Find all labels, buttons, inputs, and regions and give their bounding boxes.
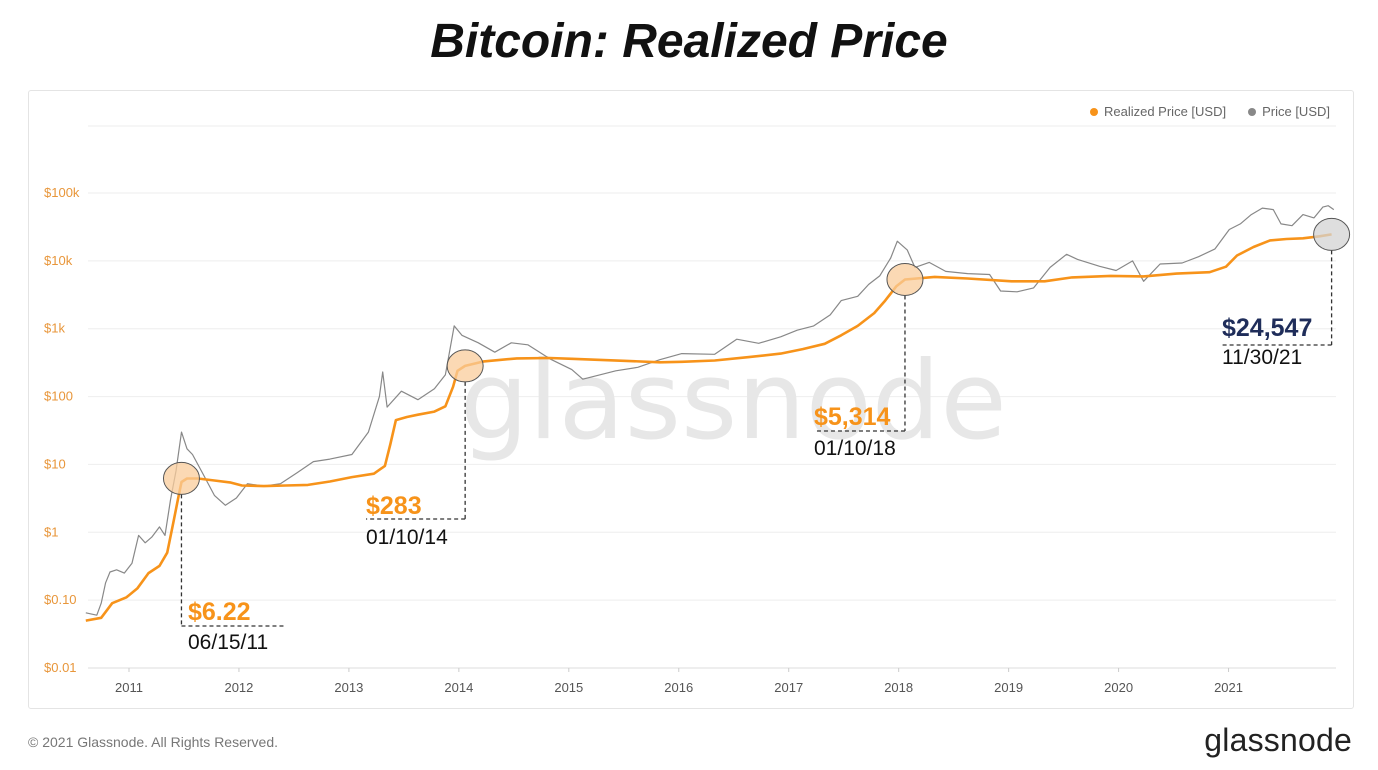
annotation-date: 01/10/18 bbox=[814, 437, 896, 460]
x-tick-label: 2012 bbox=[224, 680, 253, 695]
x-tick-label: 2015 bbox=[554, 680, 583, 695]
y-tick-label: $100k bbox=[44, 185, 80, 200]
chart-legend: Realized Price [USD] Price [USD] bbox=[1089, 104, 1330, 119]
annotation-value: $24,547 bbox=[1222, 314, 1312, 342]
y-tick-label: $100 bbox=[44, 389, 73, 404]
y-tick-label: $10 bbox=[44, 456, 66, 471]
y-tick-label: $0.01 bbox=[44, 660, 77, 675]
chart-grid bbox=[88, 125, 1336, 669]
annotation-date: 11/30/21 bbox=[1222, 346, 1302, 369]
x-tick-label: 2021 bbox=[1214, 680, 1243, 695]
annotation-value: $6.22 bbox=[188, 598, 251, 626]
legend-swatch-realized-price bbox=[1089, 107, 1098, 116]
copyright-text: © 2021 Glassnode. All Rights Reserved. bbox=[28, 734, 279, 750]
annotation-value: $283 bbox=[366, 492, 422, 520]
legend-label-price: Price [USD] bbox=[1262, 104, 1330, 119]
y-tick-label: $0.10 bbox=[44, 592, 77, 607]
x-tick-label: 2019 bbox=[994, 680, 1023, 695]
legend-swatch-price bbox=[1248, 107, 1257, 116]
annotation-date: 01/10/14 bbox=[366, 526, 448, 549]
chart-title: Bitcoin: Realized Price bbox=[430, 15, 948, 68]
x-axis: 2011 2012 2013 2014 2015 2016 2017 2018 2019 2020… bbox=[115, 668, 1243, 695]
x-tick-label: 2017 bbox=[774, 680, 803, 695]
x-tick-label: 2020 bbox=[1104, 680, 1133, 695]
annotation-circle bbox=[446, 349, 484, 383]
annotation-circle bbox=[1313, 217, 1351, 251]
x-tick-label: 2013 bbox=[334, 680, 363, 695]
legend-item-realized-price[interactable]: Realized Price [USD] bbox=[1089, 104, 1227, 119]
y-tick-label: $1 bbox=[44, 524, 58, 539]
y-tick-label: $1k bbox=[44, 321, 65, 336]
x-tick-label: 2011 bbox=[115, 680, 143, 695]
x-tick-label: 2018 bbox=[884, 680, 913, 695]
chart-annotations: $6.22 06/15/11 $283 01/10/14 $5,314 01/10/18 $… bbox=[162, 217, 1351, 654]
annotation-circle bbox=[886, 262, 924, 296]
annotation-date: 06/15/11 bbox=[188, 631, 268, 654]
legend-item-price[interactable]: Price [USD] bbox=[1248, 104, 1330, 119]
legend-label-realized-price: Realized Price [USD] bbox=[1103, 104, 1227, 119]
y-tick-label: $10k bbox=[44, 253, 73, 268]
y-axis: $0.01 $0.10 $1 $10 $100 $1k $10k $100k bbox=[44, 185, 80, 675]
annotation-value: $5,314 bbox=[814, 403, 891, 431]
brand-logo: glassnode bbox=[1204, 722, 1352, 758]
x-tick-label: 2016 bbox=[664, 680, 693, 695]
annotation-circle bbox=[162, 461, 200, 495]
x-tick-label: 2014 bbox=[444, 680, 473, 695]
